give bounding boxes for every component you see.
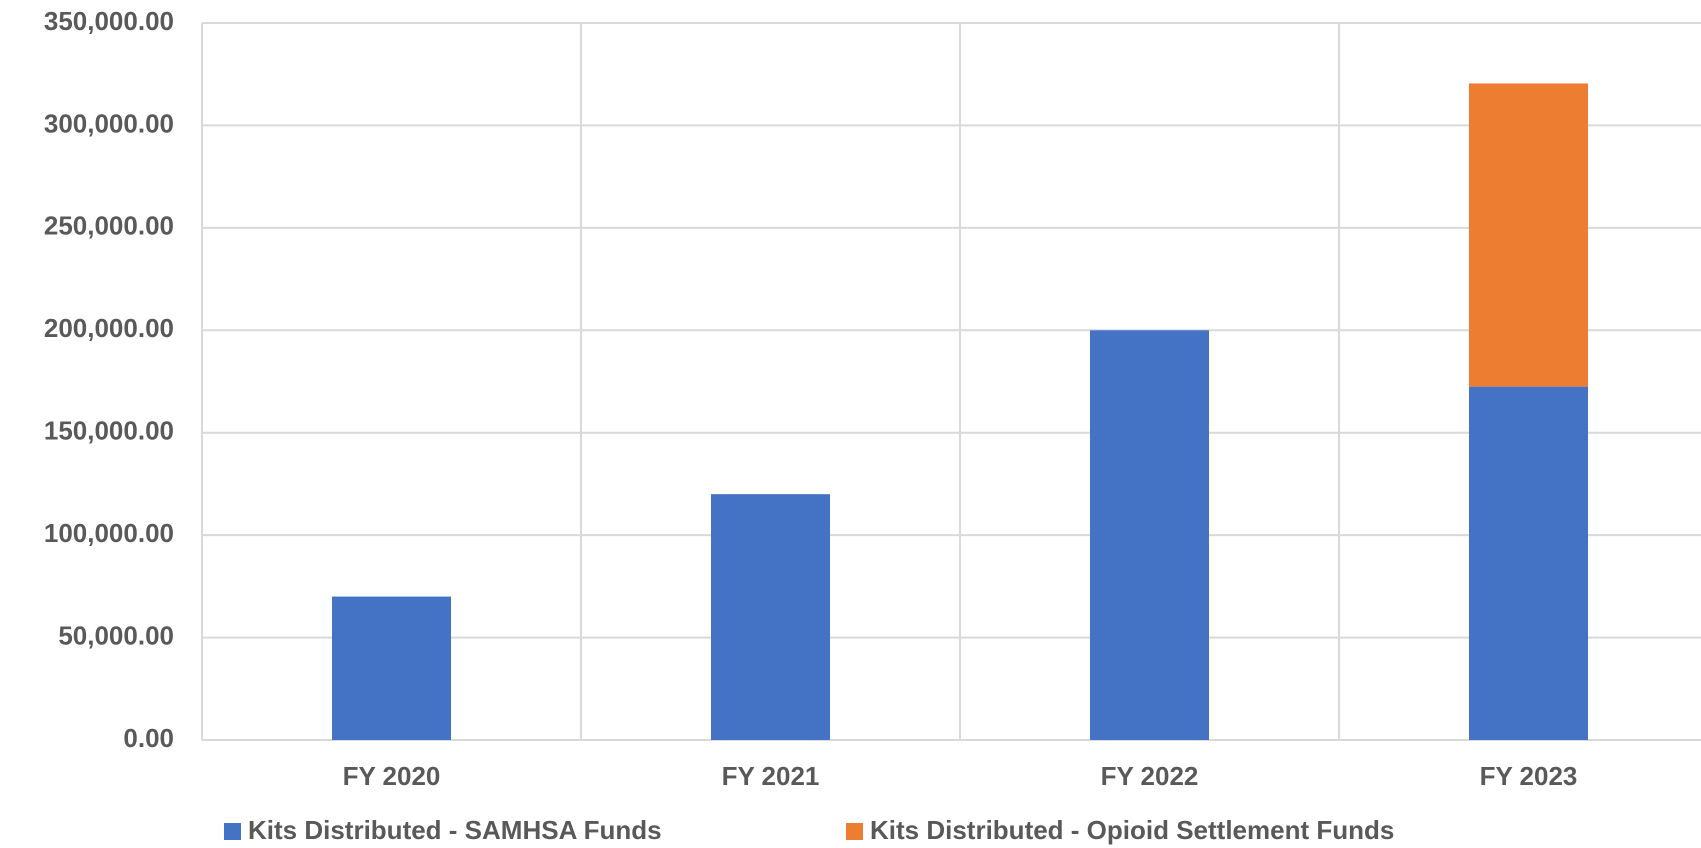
bar-segment bbox=[1469, 83, 1588, 387]
y-tick-label: 350,000.00 bbox=[44, 6, 174, 36]
bar-segment bbox=[711, 494, 830, 740]
y-tick-label: 250,000.00 bbox=[44, 211, 174, 241]
bar-segment bbox=[1090, 330, 1209, 740]
bar-segment bbox=[1469, 386, 1588, 740]
y-tick-label: 300,000.00 bbox=[44, 108, 174, 138]
x-tick-label: FY 2022 bbox=[1101, 761, 1199, 791]
y-tick-label: 100,000.00 bbox=[44, 518, 174, 548]
y-tick-label: 0.00 bbox=[123, 723, 174, 753]
y-tick-label: 50,000.00 bbox=[58, 620, 174, 650]
legend-label: Kits Distributed - Opioid Settlement Fun… bbox=[870, 815, 1394, 845]
bar-segment bbox=[332, 596, 451, 740]
y-tick-label: 150,000.00 bbox=[44, 416, 174, 446]
legend-label: Kits Distributed - SAMHSA Funds bbox=[248, 815, 662, 845]
x-tick-label: FY 2021 bbox=[722, 761, 820, 791]
x-tick-label: FY 2020 bbox=[343, 761, 441, 791]
y-tick-label: 200,000.00 bbox=[44, 313, 174, 343]
x-tick-label: FY 2023 bbox=[1480, 761, 1578, 791]
legend-swatch bbox=[846, 823, 863, 840]
legend-swatch bbox=[224, 823, 241, 840]
